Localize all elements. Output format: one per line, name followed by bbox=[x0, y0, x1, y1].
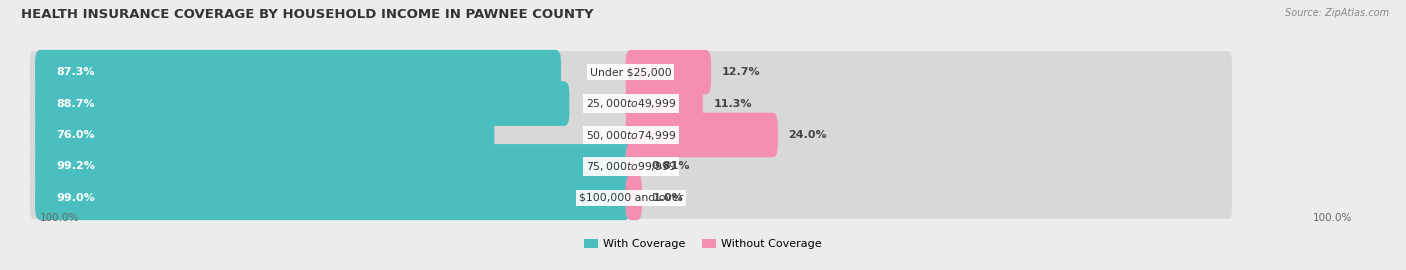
FancyBboxPatch shape bbox=[35, 113, 495, 157]
Text: 12.7%: 12.7% bbox=[721, 67, 761, 77]
Text: 1.0%: 1.0% bbox=[652, 193, 683, 203]
Text: 11.3%: 11.3% bbox=[713, 99, 752, 109]
FancyBboxPatch shape bbox=[626, 113, 778, 157]
FancyBboxPatch shape bbox=[35, 50, 561, 94]
Text: 99.2%: 99.2% bbox=[56, 161, 96, 171]
Text: $25,000 to $49,999: $25,000 to $49,999 bbox=[586, 97, 676, 110]
Text: 76.0%: 76.0% bbox=[56, 130, 94, 140]
Text: 24.0%: 24.0% bbox=[789, 130, 827, 140]
Legend: With Coverage, Without Coverage: With Coverage, Without Coverage bbox=[579, 235, 827, 254]
FancyBboxPatch shape bbox=[35, 144, 631, 189]
FancyBboxPatch shape bbox=[30, 51, 1232, 93]
FancyBboxPatch shape bbox=[35, 176, 630, 220]
Text: 100.0%: 100.0% bbox=[41, 213, 80, 223]
FancyBboxPatch shape bbox=[30, 177, 1232, 219]
FancyBboxPatch shape bbox=[30, 114, 1232, 156]
Text: 0.81%: 0.81% bbox=[651, 161, 690, 171]
FancyBboxPatch shape bbox=[35, 81, 569, 126]
Text: 87.3%: 87.3% bbox=[56, 67, 94, 77]
Text: Source: ZipAtlas.com: Source: ZipAtlas.com bbox=[1285, 8, 1389, 18]
Text: $50,000 to $74,999: $50,000 to $74,999 bbox=[586, 129, 676, 141]
Text: $75,000 to $99,999: $75,000 to $99,999 bbox=[586, 160, 676, 173]
FancyBboxPatch shape bbox=[30, 145, 1232, 187]
FancyBboxPatch shape bbox=[30, 83, 1232, 125]
Text: $100,000 and over: $100,000 and over bbox=[579, 193, 683, 203]
Text: 99.0%: 99.0% bbox=[56, 193, 94, 203]
Text: Under $25,000: Under $25,000 bbox=[591, 67, 672, 77]
FancyBboxPatch shape bbox=[626, 50, 711, 94]
FancyBboxPatch shape bbox=[626, 81, 703, 126]
FancyBboxPatch shape bbox=[626, 176, 643, 220]
FancyBboxPatch shape bbox=[626, 144, 641, 189]
Text: 100.0%: 100.0% bbox=[1313, 213, 1353, 223]
Text: 88.7%: 88.7% bbox=[56, 99, 94, 109]
Text: HEALTH INSURANCE COVERAGE BY HOUSEHOLD INCOME IN PAWNEE COUNTY: HEALTH INSURANCE COVERAGE BY HOUSEHOLD I… bbox=[21, 8, 593, 21]
